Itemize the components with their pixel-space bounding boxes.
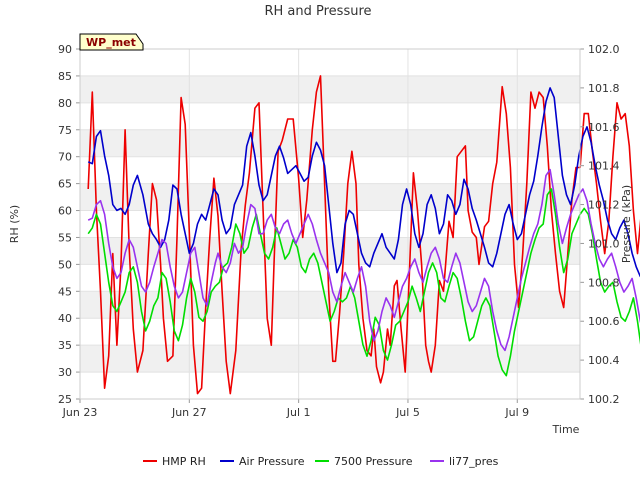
x-axis-title: Time <box>552 423 580 436</box>
series-line-air-pressure <box>87 87 640 278</box>
left-tick-label: 30 <box>58 366 72 379</box>
left-tick-label: 90 <box>58 43 72 56</box>
left-tick-label: 80 <box>58 97 72 110</box>
legend: HMP RH Air Pressure 7500 Pressure li77_pres <box>143 455 499 468</box>
left-tick-label: 50 <box>58 258 72 271</box>
x-tick-label: Jul 1 <box>286 406 311 419</box>
series-line-7500-pressure <box>87 188 640 377</box>
x-tick-label: Jul 5 <box>395 406 420 419</box>
legend-label: HMP RH <box>162 455 206 468</box>
right-tick-label: 102.0 <box>588 43 620 56</box>
grid-band <box>80 183 580 211</box>
left-tick-label: 65 <box>58 178 72 191</box>
legend-label: li77_pres <box>449 455 499 468</box>
legend-label: 7500 Pressure <box>334 455 413 468</box>
chart-title: RH and Pressure <box>264 4 371 19</box>
left-tick-label: 45 <box>58 285 72 298</box>
legend-label: Air Pressure <box>239 455 305 468</box>
left-tick-label: 75 <box>58 124 72 137</box>
left-tick-label: 35 <box>58 339 72 352</box>
left-tick-label: 85 <box>58 70 72 83</box>
right-tick-label: 101.8 <box>588 82 620 95</box>
right-tick-label: 101.4 <box>588 160 620 173</box>
legend-item: 7500 Pressure <box>315 455 413 468</box>
x-tick-label: Jun 23 <box>62 406 98 419</box>
left-tick-label: 40 <box>58 312 72 325</box>
right-tick-label: 100.6 <box>588 315 620 328</box>
series-line-li77-pres <box>87 168 640 352</box>
x-tick-label: Jul 9 <box>504 406 529 419</box>
legend-item: li77_pres <box>430 455 499 468</box>
right-tick-label: 100.2 <box>588 393 620 406</box>
plot-frame <box>79 48 581 400</box>
left-tick-label: 55 <box>58 231 72 244</box>
background-bands <box>80 75 580 373</box>
station-badge: WP_met <box>79 33 144 51</box>
axes: 25 30 35 40 45 50 55 60 65 70 75 80 85 90 Jun 23 Jun 27… <box>58 43 620 419</box>
x-tick-label: Jun 27 <box>171 406 207 419</box>
grid-band <box>80 75 580 103</box>
left-tick-label: 60 <box>58 205 72 218</box>
station-badge-label: WP_met <box>86 36 136 49</box>
right-tick-label: 100.4 <box>588 354 620 367</box>
left-axis-title: RH (%) <box>8 205 21 243</box>
right-tick-label: 101.0 <box>588 237 620 250</box>
legend-item: HMP RH <box>143 455 206 468</box>
left-tick-label: 70 <box>58 151 72 164</box>
grid-band <box>80 129 580 157</box>
series-layer <box>87 75 640 395</box>
left-tick-label: 25 <box>58 393 72 406</box>
right-tick-label: 100.8 <box>588 276 620 289</box>
right-axis-title: Pressure (kPa) <box>620 185 633 263</box>
right-tick-label: 101.6 <box>588 121 620 134</box>
legend-item: Air Pressure <box>220 455 305 468</box>
right-tick-label: 101.2 <box>588 199 620 212</box>
